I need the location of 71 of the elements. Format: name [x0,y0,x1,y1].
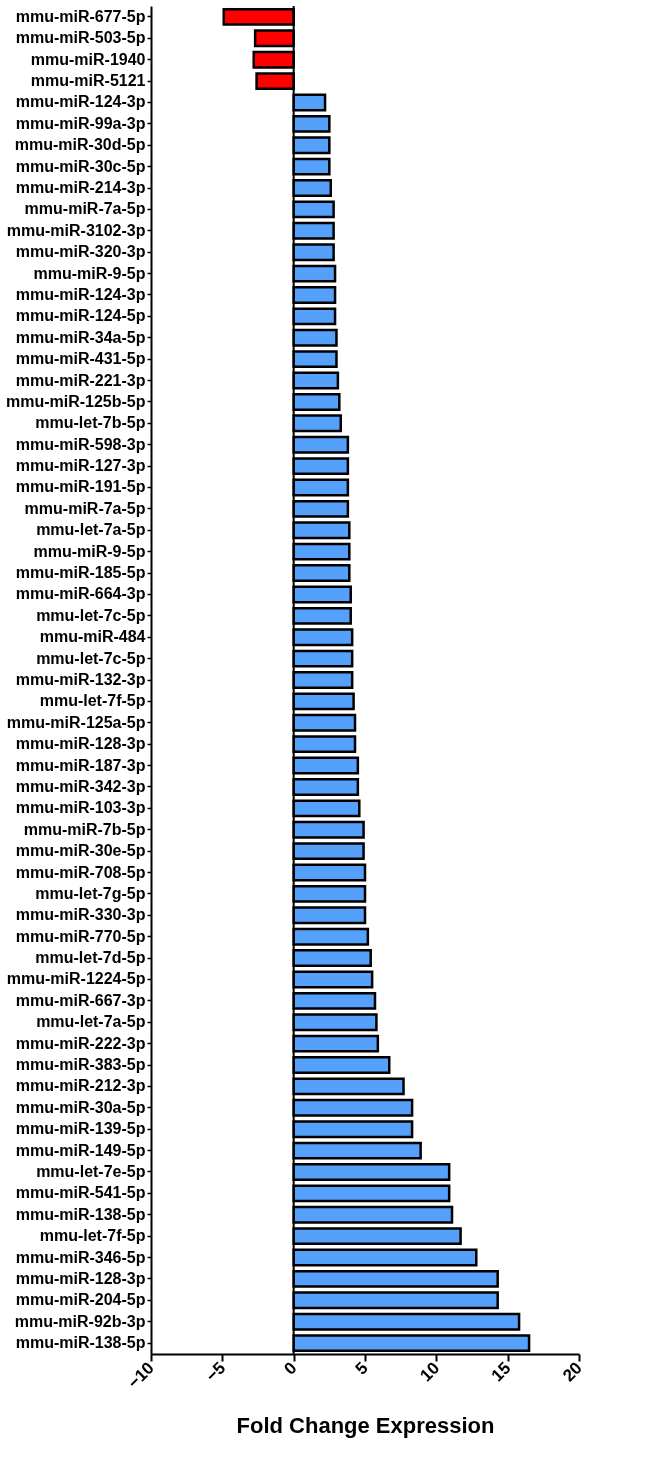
x-tick-label: 10 [416,1358,444,1386]
y-tick-label: mmu-miR-598-3p [15,435,146,453]
y-tick-label: mmu-miR-124-3p [15,285,146,303]
y-tick-label: mmu-let-7g-5p [35,884,146,902]
y-tick-label: mmu-let-7f-5p [39,692,146,710]
y-tick-label: mmu-miR-330-3p [15,906,146,924]
y-tick-label: mmu-let-7d-5p [35,949,146,967]
x-tick-label: −5 [202,1358,230,1386]
y-tick-label: mmu-miR-132-3p [15,671,146,688]
y-tick-label: mmu-miR-30d-5p [14,136,146,154]
y-tick-label: mmu-miR-149-5p [15,1141,146,1159]
x-tick-label: −10 [124,1358,158,1393]
y-tick-label: mmu-miR-30a-5p [15,1098,146,1116]
y-tick-label: mmu-miR-221-3p [15,371,146,389]
y-tick-label: mmu-miR-342-3p [15,777,146,795]
y-tick-label: mmu-miR-667-3p [15,991,146,1009]
y-tick-label: mmu-miR-770-5p [15,927,146,945]
x-tick-label: 5 [351,1358,372,1379]
y-tick-label: mmu-miR-138-5p [15,1334,146,1352]
y-tick-label: mmu-miR-124-5p [15,307,146,325]
y-tick-label: mmu-miR-212-3p [15,1077,146,1095]
y-tick-label: mmu-miR-346-5p [15,1248,146,1266]
y-tick-label: mmu-miR-708-5p [15,863,146,881]
x-tick-label: 15 [487,1358,515,1386]
y-tick-label: mmu-miR-9-5p [33,264,146,282]
x-axis-title: Fold Change Expression [236,1412,495,1438]
y-tick-label: mmu-miR-1224-5p [6,970,146,988]
y-tick-label: mmu-let-7a-5p [36,521,146,539]
y-tick-label: mmu-miR-92b-3p [14,1312,146,1330]
y-tick-label: mmu-miR-30c-5p [15,157,146,175]
y-tick-label: mmu-miR-383-5p [15,1056,146,1074]
y-tick-label: mmu-miR-484 [39,628,146,646]
y-tick-label: mmu-miR-34a-5p [15,328,146,346]
x-tick-label: 0 [280,1358,301,1379]
y-tick-label: mmu-miR-30e-5p [15,842,146,860]
y-tick-label: mmu-miR-185-5p [15,564,146,582]
y-tick-label: mmu-miR-7a-5p [24,499,146,517]
y-tick-label: mmu-miR-222-3p [15,1034,146,1052]
y-tick-label: mmu-miR-9-5p [33,542,146,560]
y-tick-label: mmu-miR-138-5p [15,1205,146,1223]
y-tick-label: mmu-miR-99a-3p [15,114,146,132]
y-tick-label: mmu-let-7c-5p [36,606,146,624]
y-tick-label: mmu-miR-125a-5p [6,713,146,731]
y-tick-label: mmu-miR-541-5p [15,1184,146,1202]
y-tick-label: mmu-miR-125b-5p [5,392,146,410]
y-tick-label: mmu-miR-3102-3p [6,221,146,239]
y-tick-label: mmu-miR-187-3p [15,756,146,774]
y-tick-label: mmu-miR-139-5p [15,1120,146,1138]
y-tick-label: mmu-miR-677-5p [15,7,146,25]
y-tick-label: mmu-miR-1940 [30,50,146,68]
y-tick-label: mmu-miR-214-3p [15,179,146,197]
y-tick-label: mmu-let-7b-5p [35,414,146,432]
x-tick-label: 20 [559,1358,586,1386]
y-tick-label: mmu-let-7a-5p [36,1013,146,1031]
y-tick-label: mmu-miR-103-3p [15,799,146,817]
y-tick-label: mmu-miR-128-3p [15,1269,146,1287]
y-tick-label: mmu-miR-7a-5p [24,200,146,218]
y-tick-label: mmu-miR-320-3p [15,243,146,261]
y-tick-label: mmu-let-7c-5p [36,649,146,667]
y-tick-label: mmu-miR-128-3p [15,735,146,753]
y-tick-label: mmu-miR-503-5p [15,29,146,47]
y-tick-label: mmu-miR-127-3p [15,457,146,475]
y-tick-label: mmu-miR-7b-5p [23,820,146,838]
y-tick-label: mmu-let-7f-5p [39,1227,146,1245]
y-tick-label: mmu-miR-5121 [30,72,146,90]
y-tick-label: mmu-miR-124-3p [15,93,146,111]
y-tick-label: mmu-miR-664-3p [15,585,146,603]
y-tick-label: mmu-let-7e-5p [36,1162,146,1180]
y-tick-label: mmu-miR-204-5p [15,1291,146,1309]
y-tick-label: mmu-miR-431-5p [15,350,146,368]
y-tick-label: mmu-miR-191-5p [15,478,146,496]
